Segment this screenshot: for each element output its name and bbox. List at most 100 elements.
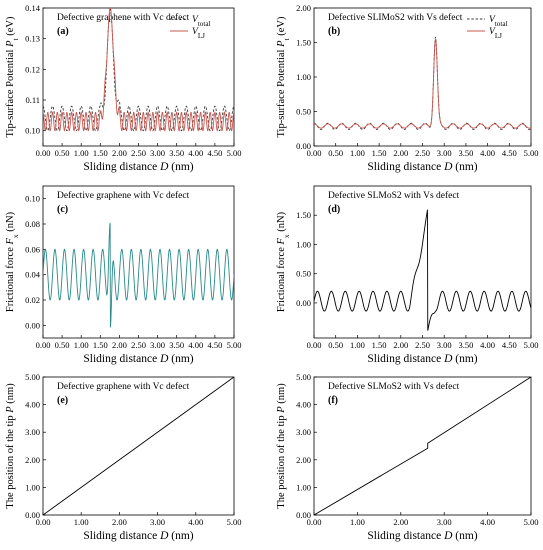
panel-label: (e)	[57, 395, 68, 406]
x-tick-label: 0.50	[328, 340, 343, 350]
x-axis-label: Sliding distance D (nm)	[83, 353, 193, 365]
y-tick-label: 2.00	[25, 455, 40, 465]
chart-panel-c: 0.00 0.50 1.00 1.50 2.00 2.50 3.00 3.50 4.00 4.50…	[5, 186, 241, 365]
x-tick-label: 5.00	[524, 340, 539, 350]
x-tick-label: 2.00	[112, 340, 127, 350]
x-axis-label: Sliding distance D (nm)	[367, 161, 477, 173]
panel-title: Defective SLMoS2 with Vs defect	[328, 190, 460, 201]
y-tick-label: 0.04	[25, 270, 41, 280]
y-tick-label: 0.10	[25, 126, 40, 136]
y-tick-label: 0.00	[296, 298, 311, 308]
y-tick-label: 4.00	[25, 400, 40, 410]
x-tick-label: 4.50	[502, 148, 517, 158]
x-tick-label: 4.00	[480, 517, 495, 527]
x-tick-label: 2.00	[393, 517, 408, 527]
x-tick-label: 1.00	[350, 517, 365, 527]
panel-title: Defective SLIMoS2 with Vs defect	[328, 12, 463, 23]
y-axis-label: Frictional force Fx (nN)	[276, 211, 291, 312]
y-tick-label: 1.50	[296, 210, 311, 220]
y-tick-label: 0.14	[25, 3, 41, 13]
y-axis-label: The position of the tip P (nm)	[5, 383, 16, 509]
x-tick-label: 1.00	[74, 517, 89, 527]
x-tick-label: 1.00	[350, 340, 365, 350]
chart-panel-d: 0.00 0.50 1.00 1.50 2.00 2.50 3.00 3.50 4.00 4.50…	[276, 186, 538, 365]
panel-label: (f)	[328, 395, 338, 406]
panel-title: Defective graphene with Vc defect	[57, 190, 190, 201]
x-tick-label: 4.00	[188, 340, 203, 350]
x-tick-label: 0.00	[36, 148, 51, 158]
x-axis-label: Sliding distance D (nm)	[367, 353, 477, 365]
y-axis-label: The position of the tip P (nm)	[276, 383, 287, 509]
y-axis-label: Tip-surface Potential Pt (eV)	[5, 16, 20, 138]
y-tick-label: 3.00	[296, 427, 311, 437]
y-tick-label: 1.00	[25, 482, 40, 492]
x-tick-label: 0.00	[36, 340, 51, 350]
series-line-e-0	[43, 377, 234, 515]
y-tick-label: 0.00	[296, 141, 311, 151]
x-tick-label: 1.50	[93, 148, 108, 158]
x-tick-label: 4.50	[207, 340, 222, 350]
x-tick-label: 3.50	[458, 340, 473, 350]
panel-title: Defective graphene with Vc defect	[57, 12, 190, 23]
x-axis-label: Sliding distance D (nm)	[83, 530, 193, 542]
y-tick-label: 0.08	[25, 219, 40, 229]
x-tick-label: 2.00	[112, 148, 127, 158]
y-tick-label: 1.00	[296, 72, 311, 82]
x-tick-label: 2.50	[415, 148, 430, 158]
x-tick-label: 4.50	[502, 340, 517, 350]
y-tick-label: 1.50	[296, 38, 311, 48]
x-tick-label: 4.00	[480, 148, 495, 158]
panel-title: Defective SLMoS2 with Vs defect	[328, 381, 460, 392]
chart-panel-b: 0.00 0.50 1.00 1.50 2.00 2.50 3.00 3.50 4.00 4.50…	[276, 3, 538, 173]
x-tick-label: 3.00	[437, 148, 452, 158]
y-axis-label: Frictional force Fx (nN)	[5, 211, 20, 312]
x-axis-label: Sliding distance D (nm)	[367, 530, 477, 542]
x-tick-label: 0.50	[55, 340, 70, 350]
x-tick-label: 3.00	[150, 340, 165, 350]
legend-entry: VLJ	[489, 27, 502, 40]
x-tick-label: 2.50	[131, 340, 146, 350]
x-tick-label: 0.50	[328, 148, 343, 158]
series-line-c-0	[43, 223, 234, 328]
y-tick-label: 0.12	[25, 64, 40, 74]
x-tick-label: 3.50	[169, 340, 184, 350]
y-tick-label: 4.00	[296, 400, 311, 410]
x-tick-label: 5.00	[227, 340, 242, 350]
y-tick-label: 2.00	[296, 455, 311, 465]
y-axis-label: Tip-surface Potential Pt (eV)	[276, 16, 291, 138]
y-tick-label: 0.50	[296, 269, 311, 279]
x-tick-label: 1.00	[350, 148, 365, 158]
x-tick-label: 4.00	[188, 148, 203, 158]
plot-frame	[314, 186, 531, 338]
x-tick-label: 5.00	[524, 517, 539, 527]
y-tick-label: 5.00	[25, 372, 40, 382]
x-tick-label: 0.50	[55, 148, 70, 158]
series-line-b-1	[314, 39, 531, 128]
x-tick-label: 1.50	[372, 340, 387, 350]
panel-label: (c)	[57, 204, 68, 215]
panel-label: (a)	[57, 26, 69, 37]
chart-panel-a: 0.00 0.50 1.00 1.50 2.00 2.50 3.00 3.50 4.00 4.50…	[5, 3, 241, 173]
x-tick-label: 4.00	[188, 517, 203, 527]
legend-entry: VLJ	[192, 27, 205, 40]
panel-title: Defective graphene with Vc defect	[57, 381, 190, 392]
y-tick-label: 0.06	[25, 244, 40, 254]
y-tick-label: 3.00	[25, 427, 40, 437]
y-tick-label: 0.10	[25, 194, 40, 204]
chart-panel-e: 0.00 1.00 2.00 3.00 4.00 5.00 0.00 1.00 2.00 3.00…	[5, 372, 241, 542]
y-tick-label: 0.11	[25, 95, 40, 105]
x-tick-label: 4.50	[207, 148, 222, 158]
plot-frame	[43, 186, 234, 338]
x-tick-label: 1.50	[93, 340, 108, 350]
y-tick-label: 0.02	[25, 295, 40, 305]
x-tick-label: 3.00	[437, 340, 452, 350]
y-tick-label: 1.00	[296, 482, 311, 492]
x-tick-label: 2.50	[415, 340, 430, 350]
series-line-b-0	[314, 37, 531, 129]
x-tick-label: 3.50	[458, 148, 473, 158]
x-tick-label: 5.00	[227, 148, 242, 158]
y-tick-label: 0.50	[296, 107, 311, 117]
x-axis-label: Sliding distance D (nm)	[83, 161, 193, 173]
series-line-d-0	[314, 210, 531, 331]
plot-frame	[43, 8, 234, 146]
